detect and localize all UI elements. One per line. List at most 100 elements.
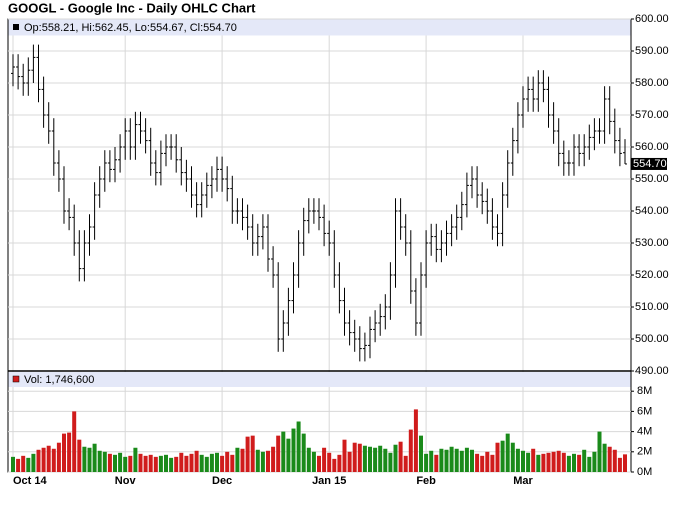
y-tick-label: 8M: [637, 385, 652, 397]
y-tick-label: 510.00: [635, 301, 669, 313]
volume-bar: [327, 452, 332, 472]
volume-bar: [378, 445, 383, 472]
volume-bar: [281, 431, 286, 472]
volume-bar: [199, 454, 204, 472]
volume-bar: [551, 451, 556, 472]
volume-bar: [566, 455, 571, 472]
volume-bar: [352, 442, 357, 472]
volume-bar: [459, 450, 464, 472]
volume-bar: [362, 445, 367, 472]
volume-bar: [230, 454, 235, 472]
volume-bar: [271, 446, 276, 472]
volume-bar: [561, 452, 566, 472]
volume-bar: [454, 448, 459, 472]
volume-bar: [546, 452, 551, 472]
y-tick-label: 490.00: [635, 365, 669, 377]
volume-bar: [225, 451, 230, 472]
volume-bar: [368, 446, 372, 472]
volume-bar: [153, 456, 158, 472]
volume-bar: [577, 454, 582, 472]
volume-bar: [592, 451, 597, 472]
volume-bar: [245, 436, 250, 472]
x-tick-label: Oct 14: [13, 475, 48, 487]
volume-bar: [194, 450, 199, 472]
volume-bar: [46, 445, 51, 472]
volume-band: [8, 372, 631, 387]
volume-bar: [72, 411, 77, 472]
volume-bar: [470, 449, 474, 472]
y-tick-label: 560.00: [635, 141, 669, 153]
volume-bar: [250, 435, 255, 472]
volume-bar: [475, 453, 480, 472]
volume-bar: [500, 440, 505, 472]
volume-bar: [164, 454, 168, 472]
chart-title: GOOGL - Google Inc - Daily OHLC Chart: [8, 0, 256, 15]
volume-bar: [322, 447, 327, 472]
volume-bar: [184, 455, 189, 472]
volume-bar: [413, 409, 418, 472]
y-tick-label: 500.00: [635, 333, 669, 345]
volume-bar: [169, 457, 174, 472]
volume-bar: [148, 454, 153, 472]
volume-bar: [505, 433, 510, 472]
volume-bar: [607, 446, 612, 472]
volume-bar: [36, 449, 41, 472]
volume-bar: [21, 455, 26, 472]
volume-bar: [495, 442, 500, 472]
x-tick-label: Nov: [115, 475, 137, 487]
volume-bar: [220, 455, 225, 472]
volume-bar: [113, 454, 117, 472]
plot-frame: [7, 18, 632, 473]
y-tick-label: 570.00: [635, 109, 669, 121]
volume-bar: [342, 439, 347, 472]
volume-bar: [337, 454, 342, 472]
volume-bar: [439, 448, 444, 472]
volume-bar: [388, 452, 393, 472]
volume-bar: [138, 453, 143, 472]
info-icon: [13, 24, 19, 30]
x-tick-label: Dec: [212, 475, 232, 487]
y-tick-label: 6M: [637, 405, 652, 417]
y-tick-label: 600.00: [635, 13, 669, 25]
volume-bar: [398, 441, 403, 472]
volume-bar: [123, 456, 128, 472]
y-tick-label: 550.00: [635, 173, 669, 185]
volume-bar: [317, 455, 321, 472]
volume-bar: [485, 451, 490, 472]
volume-bar: [128, 455, 133, 472]
volume-bar: [189, 453, 194, 472]
y-tick-label: 540.00: [635, 205, 669, 217]
volume-bar: [490, 454, 495, 472]
volume-bar: [373, 447, 378, 472]
volume-bar: [393, 444, 398, 472]
volume-bar: [16, 458, 21, 472]
volume-bar: [276, 435, 281, 472]
volume-bar: [311, 451, 316, 472]
volume-bar: [536, 454, 541, 472]
y-tick-label: 530.00: [635, 237, 669, 249]
volume-bar: [357, 443, 362, 472]
info-band: [8, 19, 631, 36]
volume-icon: [12, 375, 20, 383]
volume-bar: [383, 448, 388, 472]
y-tick-label: 0M: [637, 466, 652, 478]
volume-bar: [541, 453, 546, 472]
volume-bar: [51, 448, 56, 472]
volume-text: Vol: 1,746,600: [24, 374, 94, 386]
volume-bar: [26, 457, 31, 472]
last-price-tag: [631, 157, 667, 170]
volume-bar: [429, 450, 434, 472]
volume-bar: [296, 421, 301, 472]
volume-bar: [179, 452, 184, 472]
volume-bar: [556, 450, 561, 472]
volume-bar: [62, 433, 66, 472]
y-tick-label: 580.00: [635, 77, 669, 89]
volume-bar: [449, 446, 454, 472]
volume-bar: [82, 446, 87, 472]
volume-bar: [403, 455, 408, 472]
volume-bar: [515, 448, 520, 472]
y-tick-label: 520.00: [635, 269, 669, 281]
volume-bar: [209, 453, 214, 472]
volume-bar: [434, 454, 439, 472]
volume-bar: [11, 456, 15, 472]
